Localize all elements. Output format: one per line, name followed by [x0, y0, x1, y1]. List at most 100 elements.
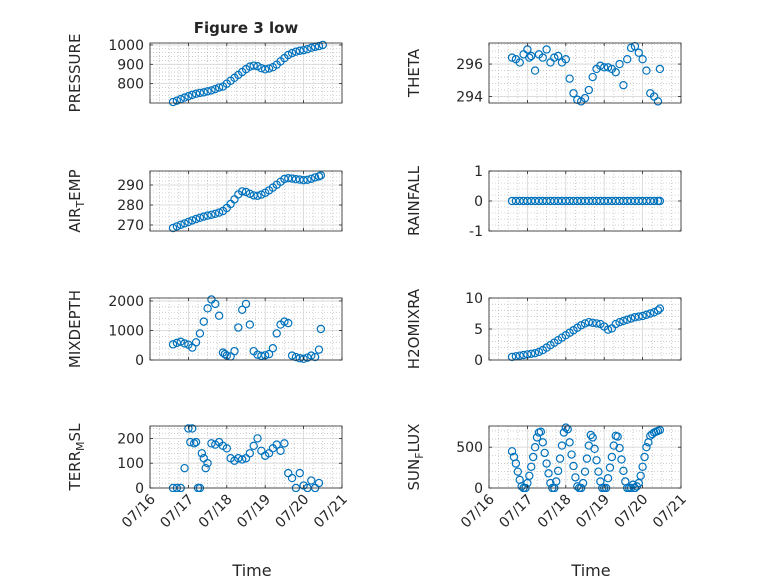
data-point [295, 46, 304, 55]
data-point [630, 313, 640, 322]
data-point [176, 337, 185, 346]
y-axis-label-main: TERR [66, 451, 84, 492]
data-point [241, 299, 251, 309]
data-point [642, 443, 651, 452]
data-point [655, 304, 665, 313]
y-tick-label: 296 [456, 57, 483, 73]
data-point [623, 55, 632, 64]
data-point [268, 343, 278, 353]
data-point [571, 473, 580, 482]
data-point [284, 318, 293, 328]
data-point [195, 213, 205, 222]
data-point [507, 447, 517, 456]
y-axis-label: MIXDEPTH [66, 290, 84, 368]
data-point [316, 324, 326, 334]
data-point [195, 329, 205, 338]
data-point [619, 316, 628, 326]
data-point [561, 55, 571, 64]
data-point [584, 85, 594, 95]
y-tick-label: 1000 [108, 38, 144, 54]
data-point [586, 430, 595, 440]
data-point [527, 349, 536, 358]
data-point [527, 462, 536, 471]
data-point [287, 351, 297, 360]
y-tick-label: 280 [117, 198, 144, 214]
data-point [261, 65, 270, 74]
data-point [642, 66, 651, 75]
data-point [569, 461, 578, 471]
data-point [186, 437, 195, 447]
y-axis-label-subscript: T [74, 201, 87, 209]
data-point [511, 459, 521, 468]
axes-box [149, 297, 343, 361]
data-point [307, 174, 316, 183]
data-point [588, 433, 597, 442]
data-point [646, 309, 655, 318]
data-point [299, 175, 308, 185]
data-point [550, 53, 559, 62]
data-point [191, 338, 201, 347]
data-point [626, 43, 636, 53]
data-point [257, 190, 266, 199]
data-point [507, 53, 517, 62]
data-point [191, 437, 201, 447]
data-point [245, 320, 255, 329]
data-point [191, 89, 201, 98]
data-point [544, 469, 553, 478]
y-axis-label-main: THETA [405, 48, 423, 98]
data-point [634, 478, 643, 488]
y-tick-label: 0 [474, 194, 483, 210]
y-tick-label: 270 [117, 218, 144, 234]
series-markers [168, 295, 326, 364]
data-point [619, 466, 628, 476]
data-point [272, 329, 281, 338]
y-tick-label: 0 [474, 353, 483, 369]
data-point [172, 96, 182, 105]
data-point [653, 97, 663, 106]
data-point [515, 58, 524, 67]
series-markers [168, 171, 326, 233]
data-point [626, 314, 636, 323]
data-point [314, 478, 324, 488]
y-tick-label: 2000 [108, 294, 144, 310]
data-point [596, 61, 605, 70]
y-axis-label-subscript: M [74, 441, 87, 451]
data-point [553, 51, 563, 61]
data-point [519, 350, 528, 360]
data-point [180, 93, 189, 102]
data-point [310, 173, 320, 182]
data-point [168, 97, 178, 107]
data-point [640, 452, 649, 462]
data-point [180, 339, 189, 348]
data-point [180, 463, 189, 473]
data-point [214, 208, 224, 217]
data-point [195, 88, 205, 98]
data-point [542, 459, 551, 468]
panel-mixdepth: 0 1000 2000 MIXDEPTH [66, 290, 343, 369]
y-tick-label: 290 [117, 178, 144, 194]
data-point [590, 444, 599, 454]
y-axis-label: H2OMIXRA [405, 288, 423, 369]
data-point [552, 477, 561, 486]
y-axis-label-main: AIR [66, 208, 84, 233]
data-point [534, 347, 544, 357]
series-markers [507, 304, 665, 362]
data-point [600, 63, 609, 72]
data-point [280, 317, 289, 326]
data-point [276, 446, 285, 455]
data-point [525, 471, 534, 480]
data-point [272, 440, 281, 449]
data-point [603, 63, 613, 72]
data-point [253, 191, 262, 200]
data-point [569, 89, 578, 98]
data-point [578, 478, 588, 488]
data-point [295, 468, 304, 478]
data-point [576, 321, 586, 330]
data-point [211, 84, 220, 94]
data-point [617, 455, 626, 464]
data-point [184, 217, 193, 227]
data-point [211, 209, 220, 218]
data-point [638, 462, 647, 471]
data-point [611, 67, 620, 77]
data-point [201, 463, 210, 473]
